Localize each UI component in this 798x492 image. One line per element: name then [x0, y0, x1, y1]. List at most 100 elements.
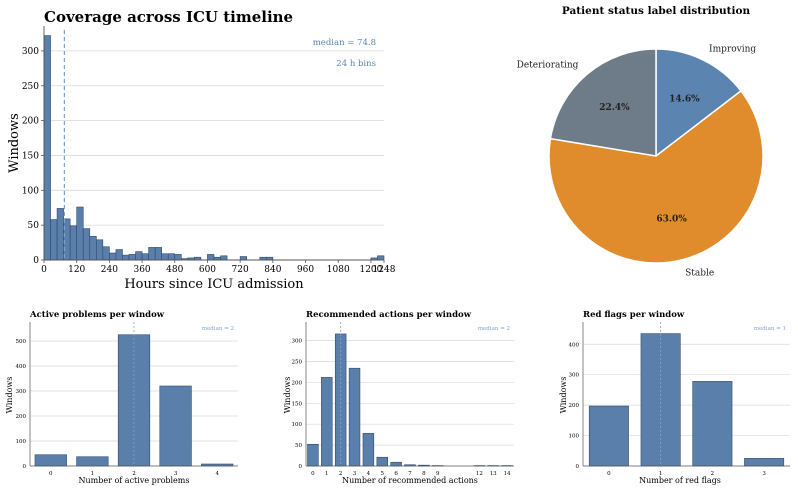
flags-y-tick-label: 0 [576, 464, 580, 470]
timeline-bar [102, 246, 110, 261]
timeline-x-tick-label: 120 [68, 265, 85, 275]
timeline-bar [128, 254, 136, 261]
flags-y-tick-label: 200 [569, 403, 580, 409]
timeline-x-tick-label: 960 [297, 265, 314, 275]
flags-bar [744, 458, 785, 467]
problems-title: Active problems per window [29, 310, 165, 320]
pie-slice-stable [548, 89, 764, 264]
flags-x-tick-label: 2 [711, 471, 715, 477]
timeline-y-tick-label: 150 [22, 151, 39, 161]
timeline-bar [89, 236, 97, 261]
actions-y-tick-label: 300 [292, 339, 303, 345]
timeline-bar [122, 254, 130, 261]
pie-percent-label: 63.0% [656, 214, 687, 224]
timeline-y-tick-label: 100 [22, 186, 39, 196]
problems-x-tick-label: 0 [49, 471, 53, 477]
pie-category-label: Deteriorating [517, 61, 579, 71]
pie-slice-deteriorating [549, 48, 657, 157]
problems-bar [117, 334, 151, 467]
active-problems-chart: Active problems per window Number of act… [5, 310, 238, 485]
timeline-title: Coverage across ICU timeline [44, 8, 293, 26]
actions-x-tick-label: 7 [408, 471, 412, 477]
problems-bar [34, 454, 67, 467]
problems-y-label: Windows [5, 377, 14, 414]
actions-y-tick-label: 250 [292, 360, 303, 366]
timeline-x-tick-label: 1080 [327, 265, 350, 275]
problems-y-tick-label: 100 [16, 439, 27, 445]
actions-x-tick-label: 6 [394, 471, 398, 477]
actions-y-tick-label: 0 [299, 464, 303, 470]
flags-bar [692, 381, 733, 467]
problems-median-annotation: median = 2 [202, 326, 234, 332]
actions-x-tick-label: 2 [339, 471, 343, 477]
timeline-bar [82, 228, 91, 261]
actions-bar [307, 443, 319, 467]
timeline-x-tick-label: 480 [166, 265, 183, 275]
timeline-bin-annotation: 24 h bins [336, 59, 376, 69]
actions-x-tick-label: 0 [311, 471, 315, 477]
actions-x-tick-label: 5 [381, 471, 385, 477]
flags-median-annotation: median = 1 [754, 326, 786, 332]
timeline-bar [207, 254, 215, 261]
timeline-bar [56, 208, 64, 261]
actions-y-tick-label: 200 [292, 380, 303, 386]
flags-x-tick-label: 3 [762, 471, 766, 477]
timeline-x-tick-label: 840 [264, 265, 281, 275]
timeline-bar [148, 247, 156, 261]
flags-y-tick-label: 100 [569, 434, 580, 440]
pie-category-label: Improving [709, 45, 756, 55]
timeline-x-label: Hours since ICU admission [124, 277, 304, 292]
red-flags-chart: Red flags per window Number of red flags… [559, 310, 790, 485]
actions-x-label: Number of recommended actions [342, 476, 478, 485]
actions-y-tick-label: 100 [292, 422, 303, 428]
problems-bar [159, 385, 192, 467]
timeline-bar [167, 253, 176, 261]
timeline-bar [161, 253, 169, 261]
timeline-histogram: Coverage across ICU timeline Hours since… [7, 8, 396, 292]
timeline-bar [69, 225, 77, 261]
timeline-bar [377, 255, 385, 261]
timeline-bar [96, 239, 104, 261]
problems-x-tick-label: 3 [174, 471, 178, 477]
actions-bar [321, 377, 333, 467]
flags-title: Red flags per window [583, 310, 685, 320]
timeline-bar [43, 35, 51, 261]
pie-percent-label: 22.4% [599, 103, 630, 113]
actions-bar [348, 367, 361, 467]
problems-y-tick-label: 500 [16, 339, 27, 345]
actions-x-tick-label: 14 [504, 471, 511, 477]
actions-x-tick-label: 9 [436, 471, 440, 477]
timeline-x-tick-label: 0 [41, 265, 47, 275]
problems-y-tick-label: 0 [23, 464, 27, 470]
actions-bar [376, 456, 388, 467]
timeline-bar [141, 253, 149, 261]
actions-y-tick-label: 50 [295, 443, 302, 449]
timeline-bar [109, 252, 117, 261]
problems-x-label: Number of active problems [79, 476, 190, 485]
status-pie-chart: Patient status label distribution 14.6% I… [517, 5, 764, 278]
timeline-y-tick-label: 0 [33, 256, 39, 266]
pie-title: Patient status label distribution [562, 5, 751, 17]
actions-median-annotation: median = 2 [478, 326, 510, 332]
timeline-bar [76, 206, 84, 261]
timeline-y-label: Windows [7, 113, 22, 173]
flags-x-tick-label: 0 [607, 471, 611, 477]
timeline-y-tick-label: 300 [22, 47, 39, 57]
recommended-actions-chart: Recommended actions per window Number of… [283, 310, 514, 485]
flags-x-tick-label: 1 [659, 471, 663, 477]
actions-title: Recommended actions per window [306, 310, 472, 320]
problems-x-tick-label: 1 [91, 471, 95, 477]
timeline-bar [135, 251, 143, 261]
timeline-bar [220, 255, 228, 261]
timeline-bar [239, 256, 247, 261]
problems-x-tick-label: 4 [215, 471, 219, 477]
timeline-bar [115, 249, 123, 261]
timeline-x-tick-label: 600 [199, 265, 216, 275]
flags-y-label: Windows [559, 377, 568, 414]
timeline-y-tick-label: 50 [28, 221, 40, 231]
actions-x-tick-label: 3 [353, 471, 357, 477]
pie-percent-label: 14.6% [669, 94, 700, 104]
timeline-bar [174, 254, 182, 261]
timeline-median-annotation: median = 74.8 [313, 38, 376, 48]
